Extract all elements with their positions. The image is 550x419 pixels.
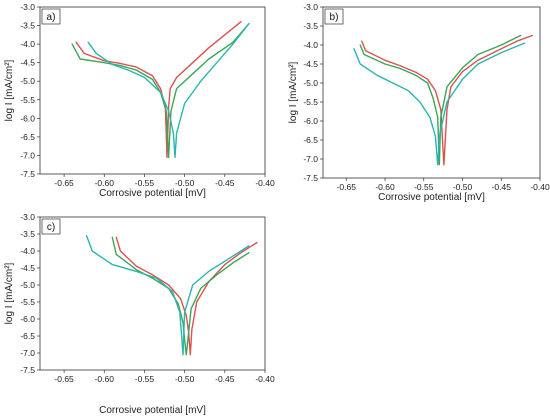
y-tick-label: -5.5: [20, 297, 35, 307]
y-tick-label: -4.0: [20, 39, 35, 49]
x-tick-label: -0.60: [375, 182, 395, 192]
x-tick-label: -0.60: [95, 178, 115, 188]
x-axis-label: Corrosive potential [mV]: [99, 405, 206, 416]
series-line-red: [75, 21, 242, 159]
panel-label-box: [41, 8, 61, 25]
x-tick-label: -0.50: [175, 374, 195, 384]
y-tick-label: -3.0: [20, 212, 35, 222]
y-axis-label: log I [mA/cm²]: [4, 262, 15, 324]
x-tick-label: -0.40: [530, 182, 550, 192]
x-tick-label: -0.60: [95, 374, 115, 384]
y-tick-label: -4.5: [303, 59, 318, 69]
y-tick-label: -6.5: [303, 135, 318, 145]
x-axis-label: Corrosive potential [mV]: [99, 188, 206, 199]
series-line-teal: [87, 23, 250, 159]
y-tick-label: -6.0: [303, 116, 318, 126]
x-tick-label: -0.65: [54, 178, 74, 188]
panel-b: -3.0 -3.5 -4.0 -4.5 -5.0 -5.5 -6.0 -6.5 -7.0 -7.5…: [288, 2, 550, 203]
y-tick-label: -3.5: [20, 21, 35, 31]
x-tick-label: -0.40: [255, 178, 275, 188]
y-tick-label: -5.5: [303, 97, 318, 107]
y-tick-label: -5.0: [20, 76, 35, 86]
series-line-green: [359, 34, 522, 166]
y-tick-label: -4.0: [20, 246, 35, 256]
panel-a: -3.0 -3.5 -4.0 -4.5 -5.0 -5.5 -6.0 -6.5 -7.0 -7.5…: [4, 2, 275, 199]
x-tick-label: -0.55: [414, 182, 434, 192]
x-tick-label: -0.55: [135, 374, 155, 384]
y-tick-label: -6.0: [20, 113, 35, 123]
plot-frame: [322, 6, 541, 179]
x-tick-label: -0.40: [255, 374, 275, 384]
plot-frame: [39, 216, 266, 371]
y-tick-label: -4.5: [20, 263, 35, 273]
y-tick-label: -3.0: [303, 2, 318, 12]
y-tick-label: -6.5: [20, 331, 35, 341]
x-tick-label: -0.45: [215, 178, 235, 188]
x-tick-label: -0.50: [175, 178, 195, 188]
x-tick-label: -0.55: [135, 178, 155, 188]
panel-label: b): [330, 12, 339, 23]
plot-frame: [39, 6, 266, 175]
series-line-teal: [353, 42, 526, 166]
y-tick-label: -7.5: [303, 173, 318, 183]
x-tick-label: -0.65: [54, 374, 74, 384]
x-tick-label: -0.45: [215, 374, 235, 384]
panel-label-box: [41, 218, 61, 235]
y-axis-label: log I [mA/cm²]: [288, 61, 299, 123]
y-tick-label: -3.5: [303, 21, 318, 31]
y-tick-label: -5.0: [20, 280, 35, 290]
panel-c: -3.0 -3.5 -4.0 -4.5 -5.0 -5.5 -6.0 -6.5 -7.0 -7.5…: [4, 212, 275, 416]
x-axis-label: Corrosive potential [mV]: [378, 192, 485, 203]
y-tick-label: -7.5: [20, 169, 35, 179]
panel-label: c): [47, 222, 55, 233]
y-tick-label: -7.0: [303, 154, 318, 164]
y-tick-label: -6.0: [20, 314, 35, 324]
x-tick-label: -0.50: [453, 182, 473, 192]
y-axis-label: log I [mA/cm²]: [4, 59, 15, 121]
y-tick-label: -7.0: [20, 150, 35, 160]
series-line-green: [111, 236, 250, 356]
x-tick-label: -0.65: [337, 182, 357, 192]
y-tick-label: -7.5: [20, 365, 35, 375]
y-tick-label: -5.5: [20, 95, 35, 105]
y-tick-label: -7.0: [20, 348, 35, 358]
y-tick-label: -4.5: [20, 58, 35, 68]
y-tick-label: -6.5: [20, 132, 35, 142]
series-line-red: [361, 34, 533, 166]
x-tick-label: -0.45: [492, 182, 512, 192]
y-tick-label: -5.0: [303, 78, 318, 88]
series-line-teal: [85, 234, 250, 356]
y-tick-label: -3.5: [20, 229, 35, 239]
y-tick-label: -4.0: [303, 40, 318, 50]
y-tick-label: -3.0: [20, 2, 35, 12]
series-line-green: [71, 23, 250, 159]
panel-label: a): [47, 12, 56, 23]
panel-label-box: [324, 8, 344, 25]
